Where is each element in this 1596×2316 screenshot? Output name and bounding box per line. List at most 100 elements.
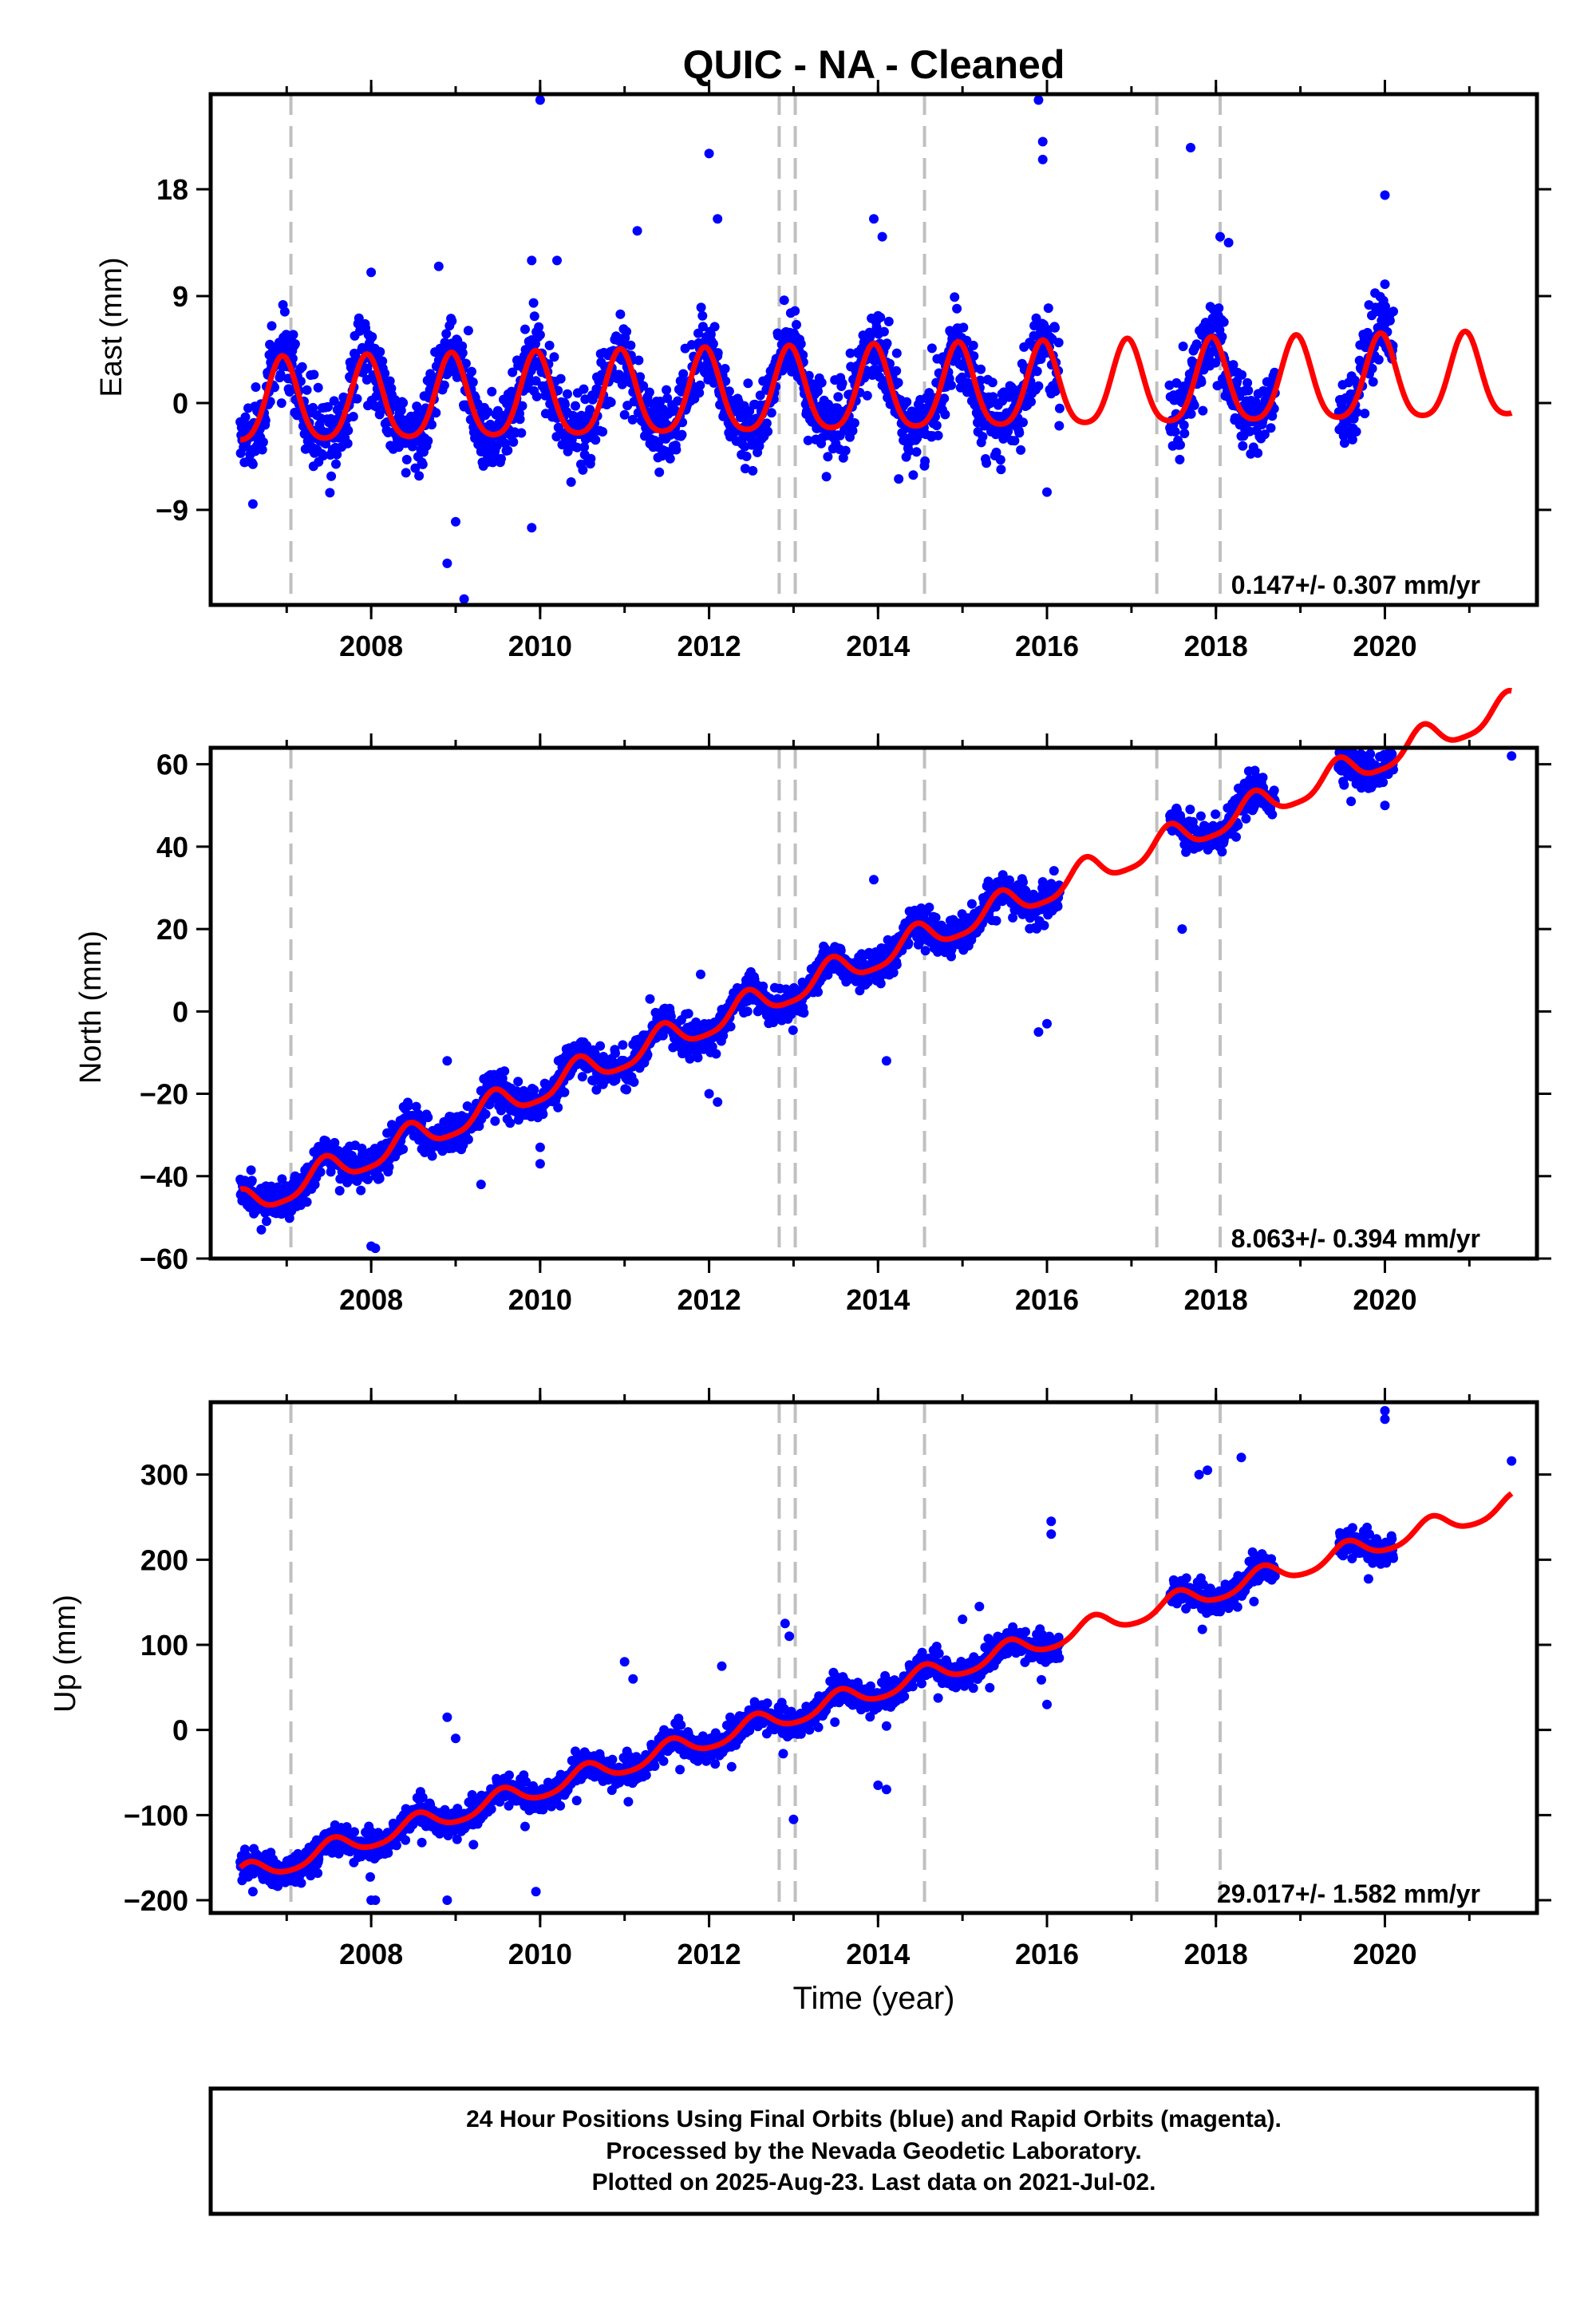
figure-title: QUIC - NA - Cleaned [683,42,1065,87]
data-point [1050,322,1060,333]
data-point [713,214,723,224]
data-point [976,364,986,374]
data-point [326,471,337,481]
data-point [1266,423,1276,433]
data-point [535,1159,545,1169]
data-point [1258,773,1268,783]
data-point [626,340,636,350]
data-point [933,430,943,441]
data-point [398,397,409,408]
data-point [423,1113,433,1123]
x-tick-label: 2016 [1015,1283,1079,1316]
x-tick-label: 2014 [846,1283,910,1316]
data-point [615,309,626,319]
data-point [566,477,576,487]
data-point [329,396,339,406]
data-point [516,428,527,438]
data-point [309,370,319,380]
data-point [743,378,753,389]
data-point [350,1827,359,1837]
data-point [342,438,353,449]
data-point [883,316,894,326]
data-point [1365,749,1376,759]
data-point [951,352,962,362]
data-point [527,255,537,266]
data-point [1179,420,1189,430]
data-point [1009,436,1020,446]
data-point [240,412,251,422]
data-point [580,394,591,405]
data-point [724,386,734,397]
data-point [725,1022,736,1032]
data-point [1175,440,1185,450]
data-point [288,330,298,340]
data-point [313,1868,323,1879]
data-point [968,340,978,350]
data-point [374,409,385,420]
data-point [709,322,720,332]
data-point [433,261,444,271]
data-point [939,393,950,404]
data-point [538,1109,548,1120]
data-point [1053,338,1064,348]
data-point [696,969,705,979]
data-point [515,414,525,425]
data-point [528,298,539,308]
data-point [803,435,813,445]
x-tick-label: 2014 [846,630,910,662]
data-point [645,994,655,1004]
data-point [251,382,261,392]
data-point [352,393,362,404]
data-point [799,1008,809,1018]
data-point [1214,303,1224,314]
data-point [926,343,937,354]
data-point [711,1049,721,1059]
rate-label: 8.063+/- 0.394 mm/yr [1231,1224,1480,1253]
data-point [1018,417,1028,428]
x-tick-label: 2010 [508,1283,572,1316]
data-point [391,1840,401,1851]
data-point [447,316,457,326]
data-point [439,380,449,390]
data-point [813,386,823,397]
data-point [1186,143,1195,152]
data-point [849,418,859,428]
data-point [987,377,998,388]
data-point [1368,377,1378,387]
data-point [1175,454,1185,464]
up-panel: 2008 2010 2012 2014 2016 2018 2020−200−1000100… [49,1388,1551,2016]
y-tick-label: −60 [140,1243,188,1275]
y-axis-label: North (mm) [74,931,108,1084]
y-tick-label: 20 [156,913,188,946]
data-point [881,1056,891,1066]
data-point [559,1087,570,1097]
x-tick-label: 2018 [1184,1283,1248,1316]
data-point [978,432,988,442]
data-point [442,558,452,568]
data-point [578,464,588,475]
data-point [748,465,758,476]
data-point [671,445,681,455]
data-point [920,946,930,956]
data-point [1267,809,1278,820]
data-point [1032,366,1042,377]
data-point [1198,405,1208,416]
data-point [334,1186,345,1196]
data-point [598,427,608,437]
data-point [904,446,915,456]
data-point [1219,317,1229,327]
data-point [585,405,595,415]
y-tick-label: 18 [156,173,188,206]
data-point [1507,751,1517,761]
data-point [463,326,473,336]
data-point [1046,879,1057,889]
data-point [247,1176,257,1186]
data-point [950,292,960,302]
data-point [1186,409,1196,419]
data-point [297,362,307,372]
data-point [940,409,950,420]
data-point [606,397,616,408]
data-point [1385,315,1395,326]
data-point [260,415,271,425]
